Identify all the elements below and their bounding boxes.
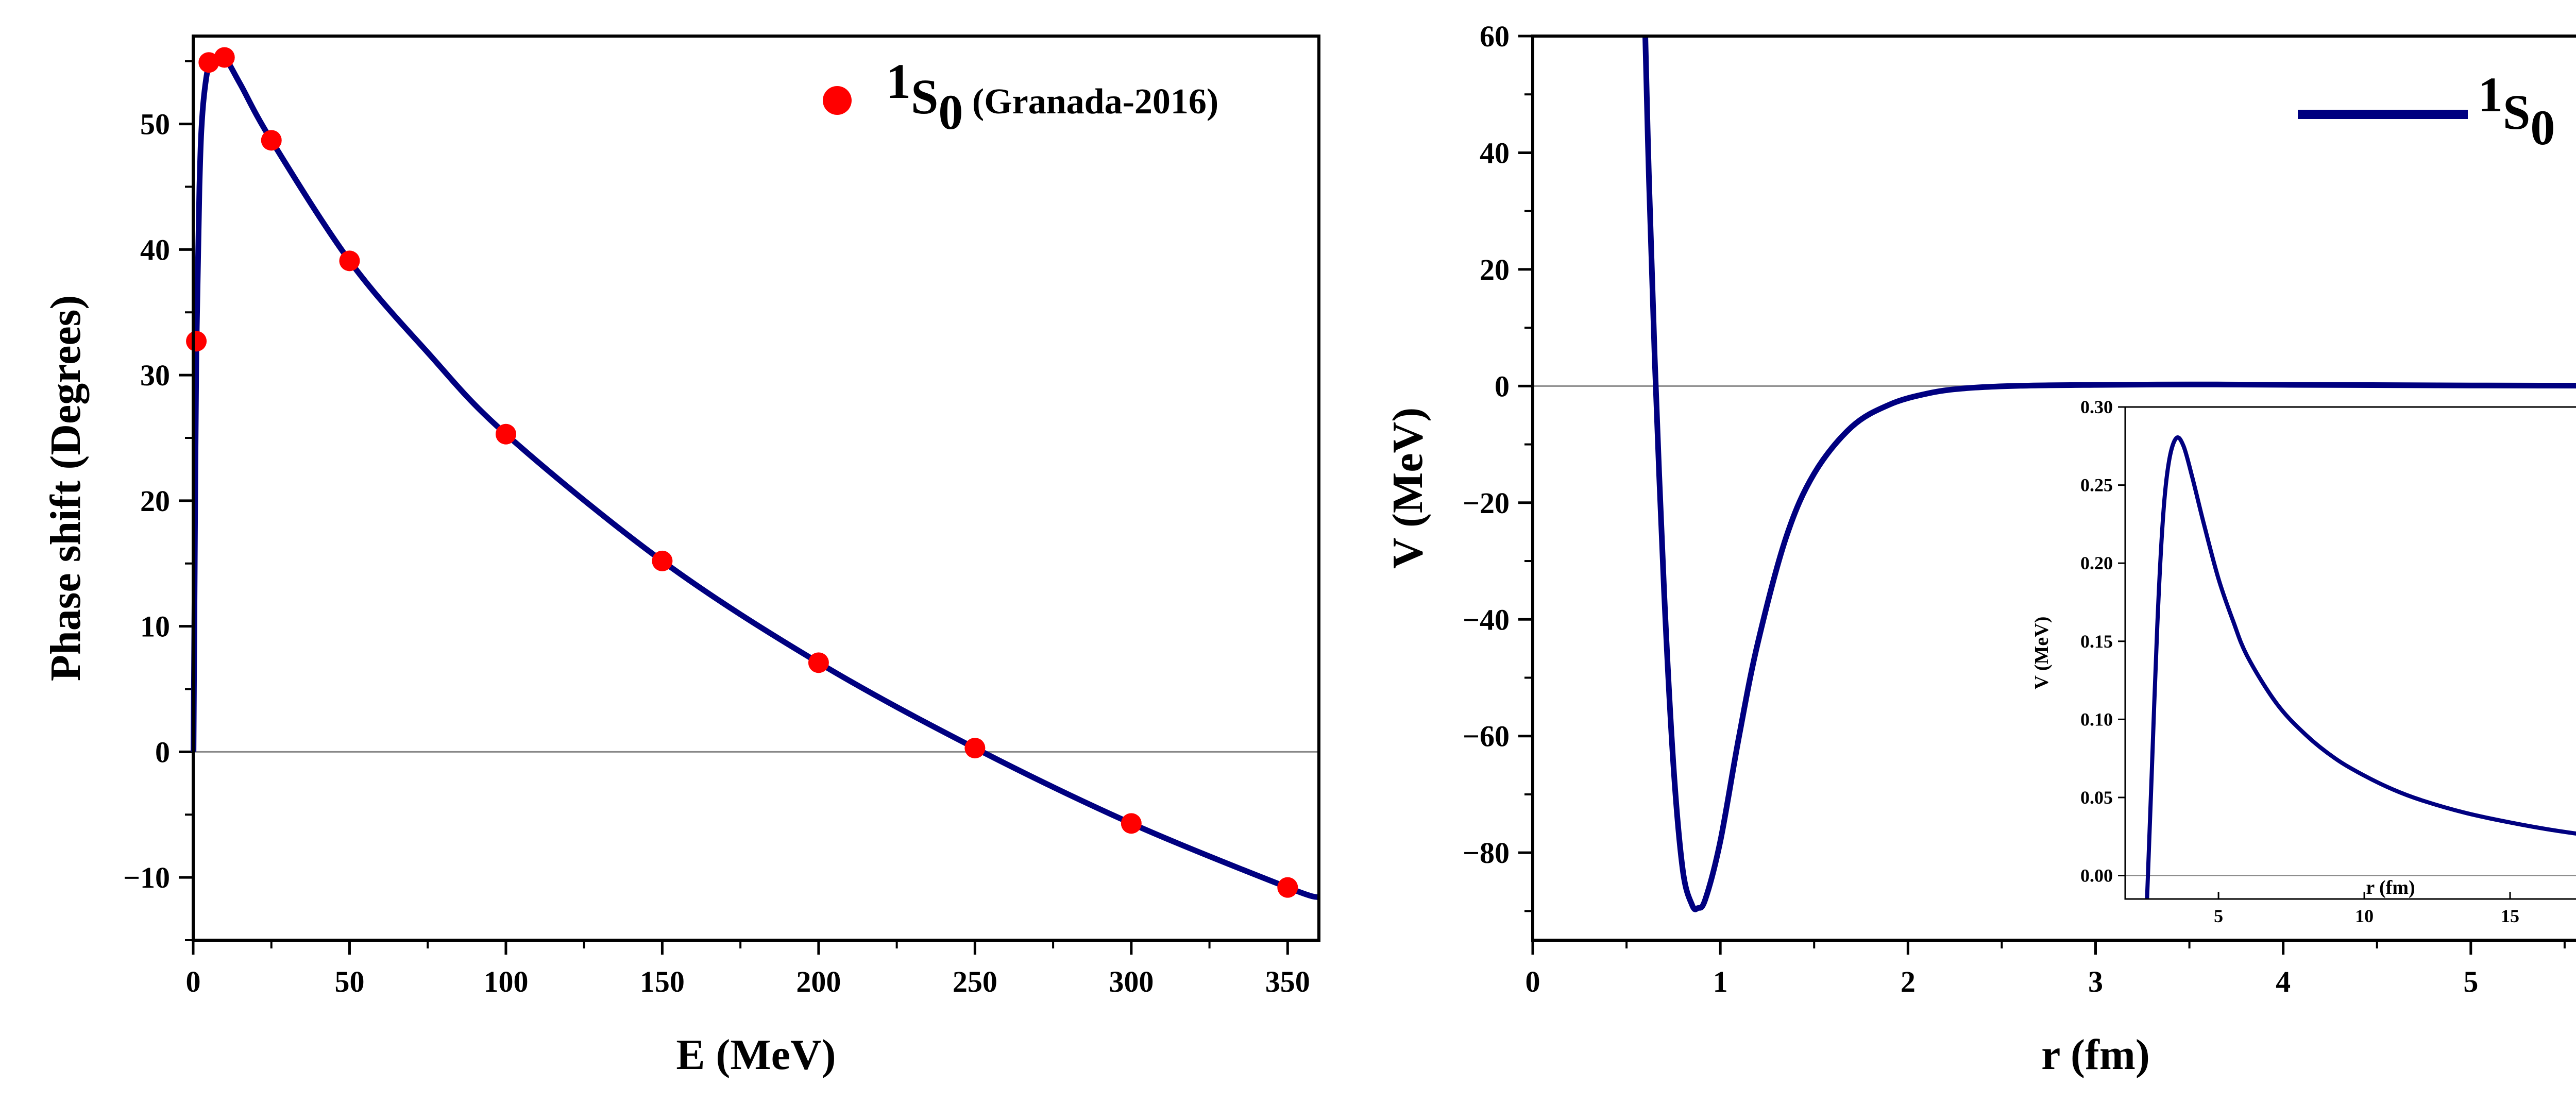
- legend: 1S0: [2298, 67, 2555, 155]
- legend-s: S: [911, 69, 938, 124]
- inset-chart: 51015200.000.050.100.150.200.250.30 r (f…: [2031, 397, 2576, 926]
- x-tick-label: 50: [334, 965, 364, 998]
- data-point: [1121, 813, 1142, 834]
- inset-x-tick-label: 5: [2214, 906, 2223, 926]
- y-tick-label: 0: [1495, 369, 1510, 403]
- x-tick-label: 4: [2276, 965, 2291, 998]
- legend: 1S0 (Granada-2016): [823, 54, 1218, 140]
- inset-y-tick-label: 0.05: [2080, 787, 2113, 808]
- x-tick-label: 200: [796, 965, 841, 998]
- x-tick-label: 0: [186, 965, 201, 998]
- tick-labels: 0 50 100 150 200 250 300 350 −10 0 10 20 30 40 50: [123, 108, 1310, 998]
- data-point: [652, 550, 673, 571]
- data-point: [261, 130, 282, 151]
- plot-frame: [1531, 35, 2576, 942]
- data-point: [198, 52, 219, 73]
- inset-y-tick-label: 0.20: [2080, 553, 2113, 573]
- y-tick-label: 40: [140, 233, 170, 266]
- x-tick-label: 250: [953, 965, 997, 998]
- fit-curve: [191, 52, 1320, 901]
- inset-y-tick-label: 0.10: [2080, 709, 2113, 729]
- x-axis-label: r (fm): [2041, 1031, 2150, 1079]
- legend-label: 1S0: [2478, 67, 2555, 155]
- data-point: [1277, 877, 1298, 898]
- y-tick-label: 30: [140, 359, 170, 392]
- y-tick-label: 50: [140, 108, 170, 141]
- inset-y-tick-label: 0.00: [2080, 866, 2113, 886]
- x-axis-label: E (MeV): [676, 1031, 836, 1079]
- x-tick-label: 0: [1526, 965, 1540, 998]
- legend-marker: [823, 86, 852, 115]
- potential-curve: [1642, 36, 2576, 912]
- y-tick-label: −10: [123, 861, 170, 894]
- x-tick-label: 350: [1265, 965, 1310, 998]
- fit-curve-line: [191, 52, 1320, 901]
- data-point: [186, 331, 207, 352]
- inset-x-label: r (fm): [2366, 877, 2415, 898]
- inset-y-label: V (MeV): [2031, 617, 2053, 690]
- inset-ticks: [2118, 406, 2511, 899]
- y-tick-label: −80: [1463, 836, 1510, 870]
- legend-sup: 1: [886, 54, 911, 109]
- inset-frame: [2124, 406, 2576, 900]
- inset-curve: [2145, 435, 2576, 900]
- legend-label: 1S0 (Granada-2016): [886, 54, 1218, 140]
- legend-sub: 0: [938, 84, 963, 140]
- inset-x-tick-label: 15: [2501, 906, 2519, 926]
- x-tick-label: 5: [2463, 965, 2478, 998]
- x-tick-label: 2: [1901, 965, 1916, 998]
- potential-curve-line: [1642, 36, 2576, 912]
- y-tick-label: 60: [1480, 20, 1510, 53]
- x-tick-label: 150: [640, 965, 685, 998]
- inset-y-tick-label: 0.30: [2080, 397, 2113, 417]
- y-tick-label: −60: [1463, 720, 1510, 753]
- data-point: [808, 652, 829, 673]
- data-point: [339, 250, 360, 271]
- data-points: [186, 47, 1298, 898]
- inset-x-tick-label: 10: [2355, 906, 2374, 926]
- x-tick-label: 3: [2088, 965, 2103, 998]
- y-tick-label: −40: [1463, 603, 1510, 636]
- y-tick-label: 20: [1480, 253, 1510, 286]
- x-tick-label: 100: [483, 965, 528, 998]
- y-tick-label: 20: [140, 484, 170, 518]
- inset-background: [2125, 407, 2576, 899]
- y-tick-label: 40: [1480, 136, 1510, 169]
- y-axis-label: V (MeV): [1384, 408, 1432, 569]
- y-tick-label: −20: [1463, 486, 1510, 520]
- y-tick-label: 0: [155, 735, 170, 769]
- inset-y-tick-label: 0.25: [2080, 475, 2113, 496]
- y-axis-label: Phase shift (Degrees): [42, 295, 90, 682]
- legend-sup: 1: [2478, 67, 2503, 122]
- inset-curve-line: [2145, 435, 2576, 900]
- legend-s: S: [2503, 84, 2530, 140]
- data-point: [495, 423, 516, 445]
- inset-tick-labels: 51015200.000.050.100.150.200.250.30: [2080, 397, 2519, 926]
- inset-y-tick-label: 0.15: [2080, 631, 2113, 652]
- legend-rest: (Granada-2016): [963, 82, 1218, 122]
- x-tick-label: 300: [1109, 965, 1154, 998]
- data-point: [964, 738, 986, 759]
- data-point: [214, 47, 235, 68]
- x-tick-label: 1: [1713, 965, 1728, 998]
- legend-sub: 0: [2530, 100, 2555, 155]
- y-tick-label: 10: [140, 610, 170, 643]
- plot-frame: [192, 35, 1320, 942]
